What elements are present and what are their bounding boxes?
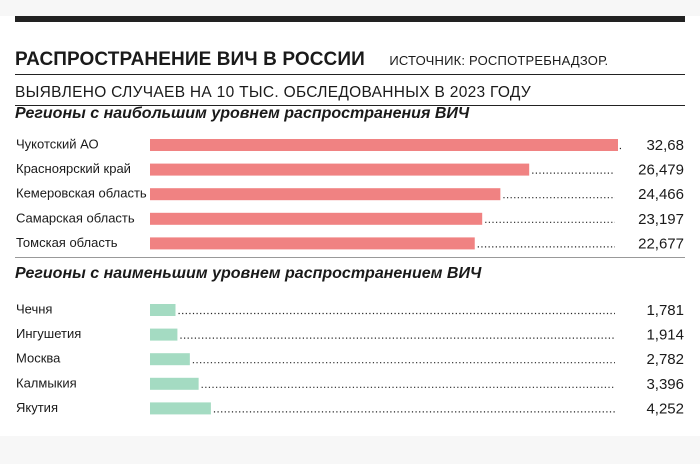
category-label: Калмыкия [16,375,77,390]
category-label: Самарская область [16,210,135,225]
lowest-bar [150,328,178,341]
lowest-bar [150,377,199,390]
highest-bar [150,163,530,176]
lowest-bar [150,304,176,316]
lowest-bar [150,402,211,415]
divider-middle [15,257,685,258]
category-label: Чукотский АО [16,137,99,152]
value-label: 26,479 [638,162,684,179]
category-label: Якутия [16,400,58,415]
value-label: 23,197 [638,211,684,228]
category-label: Ингушетия [16,326,81,341]
divider-top [15,74,685,75]
value-label: 1,914 [646,327,684,344]
bar-charts: Чукотский АО 32,68 Красноярский край 26,479… [16,137,684,418]
section-title-lowest: Регионы с наименьшим уровнем распростран… [15,265,482,282]
value-label: 4,252 [646,400,684,417]
highest-bar [150,188,501,201]
value-label: 1,781 [646,302,684,319]
highest-bar [150,212,483,225]
value-label: 2,782 [646,351,684,368]
section-title-highest: Регионы с наибольшим уровнем распростран… [15,105,470,122]
source-note: ИСТОЧНИК: РОСПОТРЕБНАДЗОР. [389,53,609,68]
category-label: Чечня [16,302,52,317]
divider-subtitle [15,105,685,106]
page-title: РАСПРОСТРАНЕНИЕ ВИЧ В РОССИИ [15,49,365,70]
value-label: 32,68 [646,137,684,154]
infographic-card: РАСПРОСТРАНЕНИЕ ВИЧ В РОССИИ ИСТОЧНИК: Р… [0,16,700,436]
lowest-bar [150,353,190,366]
category-label: Красноярский край [16,161,131,176]
category-label: Москва [16,351,61,366]
value-label: 24,466 [638,186,684,203]
value-label: 3,396 [646,376,684,393]
category-label: Кемеровская область [16,186,147,201]
top-rule [15,16,685,22]
subtitle: ВЫЯВЛЕНО СЛУЧАЕВ НА 10 ТЫС. ОБСЛЕДОВАННЫ… [15,84,532,101]
category-label: Томская область [16,235,118,250]
highest-bar [150,139,618,151]
value-label: 22,677 [638,235,684,252]
highest-bar [150,237,475,250]
header: РАСПРОСТРАНЕНИЕ ВИЧ В РОССИИ ИСТОЧНИК: Р… [15,49,608,71]
